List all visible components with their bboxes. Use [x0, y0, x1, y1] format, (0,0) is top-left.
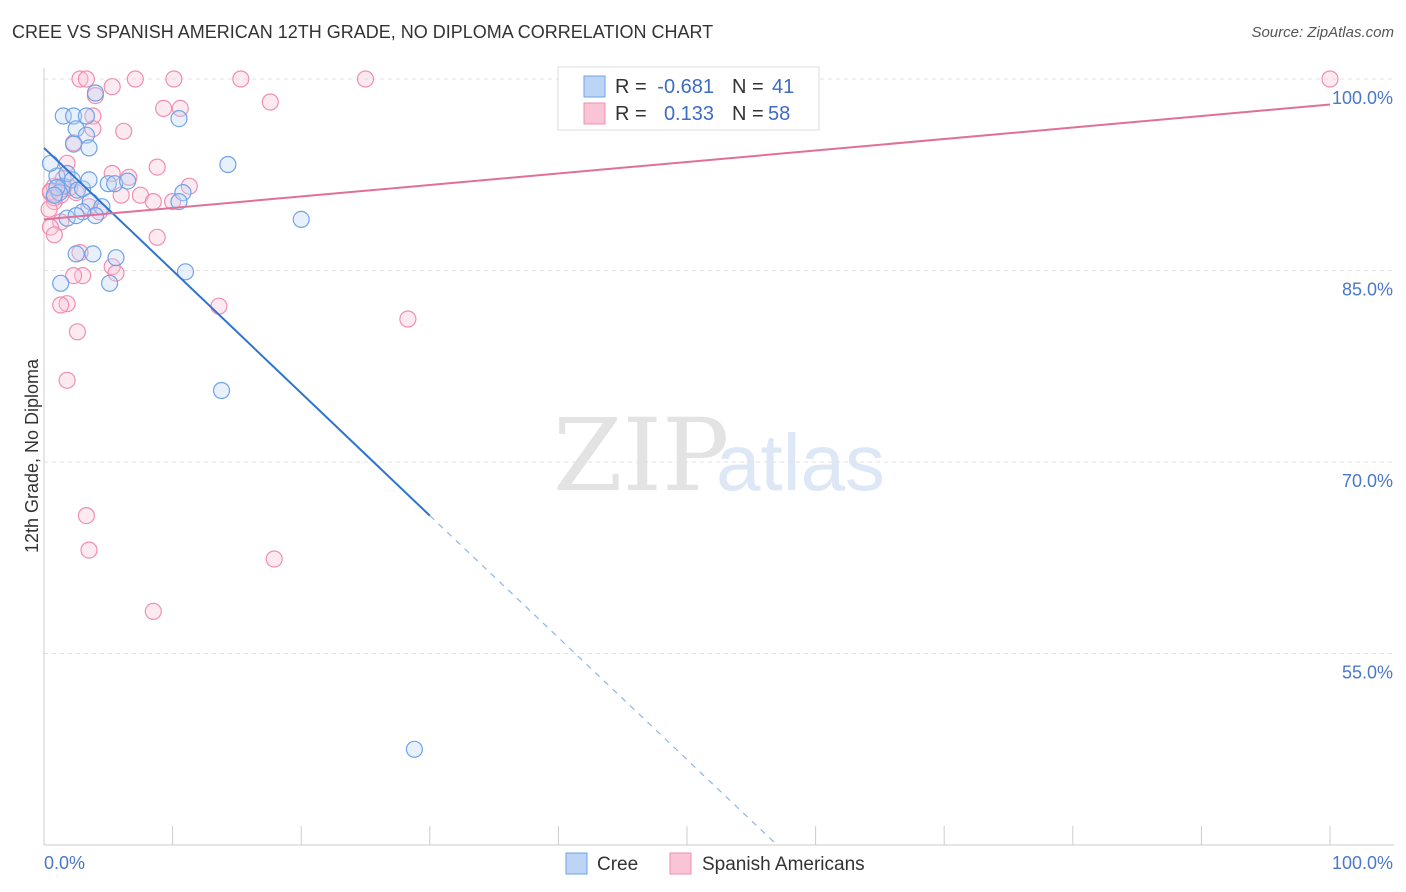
- spanish-americans-point: [210, 297, 228, 315]
- spanish-americans-point: [261, 93, 279, 111]
- spanish-americans-point: [68, 323, 87, 341]
- trend-lines: [43, 103, 1331, 846]
- spanish-americans-point: [126, 70, 144, 88]
- stats-r-label-spanish: R =: [615, 103, 647, 125]
- legend-label-spanish-americans: Spanish Americans: [702, 854, 865, 875]
- legend-swatch-spanish-americans: [669, 852, 692, 875]
- legend-label-cree: Cree: [597, 854, 638, 875]
- cree-point: [45, 186, 63, 204]
- chart-title: CREE VS SPANISH AMERICAN 12TH GRADE, NO …: [12, 22, 714, 42]
- cree-point: [80, 171, 98, 189]
- cree-point: [41, 154, 60, 172]
- watermark: ZIP atlas: [553, 397, 885, 514]
- y-tick-label: 70.0%: [1342, 471, 1393, 491]
- cree-point: [77, 107, 96, 125]
- cree-point: [73, 180, 92, 198]
- y-axis-label: 12th Grade, No Diploma: [22, 358, 42, 553]
- y-tick-labels: 100.0% 85.0% 70.0% 55.0%: [1332, 88, 1393, 683]
- cree-point: [64, 135, 83, 153]
- x-tick-label-max: 100.0%: [1332, 853, 1393, 873]
- spanish-americans-point: [45, 226, 63, 244]
- stats-r-value-spanish: 0.133: [664, 103, 714, 125]
- spanish-americans-point: [265, 550, 283, 568]
- spanish-americans-point: [1321, 70, 1339, 88]
- watermark-atlas: atlas: [716, 418, 885, 507]
- cree-point: [174, 184, 192, 202]
- stats-swatch-spanish: [583, 102, 606, 125]
- legend-swatch-cree: [565, 852, 588, 875]
- stats-n-value-cree: 41: [772, 76, 794, 98]
- cree-point: [107, 249, 125, 267]
- cree-points: [41, 84, 423, 758]
- spanish-americans-point: [84, 107, 102, 125]
- y-tick-label: 100.0%: [1332, 88, 1393, 108]
- legend-item-spanish-americans[interactable]: Spanish Americans: [669, 852, 865, 875]
- cree-point: [100, 274, 119, 292]
- spanish-americans-point: [165, 70, 183, 88]
- stats-r-label-cree: R =: [615, 76, 647, 98]
- spanish-americans-point: [232, 70, 250, 88]
- spanish-americans-point: [115, 122, 133, 140]
- spanish-americans-point: [64, 267, 83, 285]
- spanish-americans-point: [77, 70, 96, 88]
- cree-point: [292, 210, 310, 228]
- legend: Cree Spanish Americans: [565, 852, 865, 875]
- stats-r-value-cree: -0.681: [657, 76, 714, 98]
- legend-item-cree[interactable]: Cree: [565, 852, 638, 875]
- cree-point: [106, 175, 124, 193]
- cree-point: [99, 175, 117, 193]
- spanish-americans-point: [148, 158, 166, 176]
- cree-point: [212, 381, 231, 400]
- cree-point: [86, 84, 105, 102]
- cree-trend-line: [43, 147, 431, 517]
- x-axis-ticks: [43, 826, 1331, 845]
- cree-point: [219, 155, 237, 174]
- spanish-americans-point: [52, 296, 70, 314]
- spanish-americans-point: [73, 267, 92, 285]
- stats-n-label-cree: N =: [732, 76, 764, 98]
- stats-n-value-spanish: 58: [768, 103, 790, 125]
- spanish-americans-point: [103, 164, 121, 183]
- cree-point: [118, 172, 137, 190]
- stats-swatch-cree: [583, 75, 606, 98]
- cree-point: [170, 109, 188, 128]
- spanish-americans-point: [399, 310, 417, 328]
- cree-point: [64, 107, 83, 125]
- cree-point: [84, 245, 102, 263]
- spanish-americans-point: [180, 177, 198, 195]
- x-tick-label-min: 0.0%: [44, 853, 85, 873]
- spanish-americans-point: [155, 99, 173, 118]
- spanish-americans-point: [144, 602, 162, 621]
- spanish-americans-point: [58, 371, 76, 389]
- cree-point: [176, 263, 195, 281]
- spanish-americans-point: [58, 295, 76, 313]
- watermark-zip: ZIP: [553, 397, 729, 514]
- spanish-americans-point: [103, 78, 121, 96]
- stats-n-label-spanish: N =: [732, 103, 764, 125]
- stats-box: R = -0.681 N = 41 R = 0.133 N = 58: [557, 66, 820, 131]
- spanish-americans-point: [77, 506, 96, 525]
- cree-point: [52, 274, 70, 292]
- cree-point: [80, 139, 98, 157]
- spanish-americans-point: [80, 541, 98, 559]
- spanish-americans-point: [71, 70, 89, 88]
- cree-trend-extension: [429, 515, 778, 846]
- spanish-americans-points: [40, 70, 1339, 621]
- cree-point: [77, 126, 96, 144]
- spanish-americans-point: [144, 193, 162, 211]
- spanish-americans-point: [148, 228, 166, 246]
- spanish-americans-point: [356, 70, 375, 88]
- chart-source: Source: ZipAtlas.com: [1251, 24, 1394, 41]
- cree-point: [67, 245, 85, 263]
- spanish-americans-trend-line: [43, 103, 1331, 221]
- gridlines: [44, 78, 1394, 654]
- cree-point: [170, 193, 188, 211]
- y-tick-label: 55.0%: [1342, 663, 1393, 683]
- cree-point: [405, 740, 423, 758]
- y-tick-label: 85.0%: [1342, 280, 1393, 300]
